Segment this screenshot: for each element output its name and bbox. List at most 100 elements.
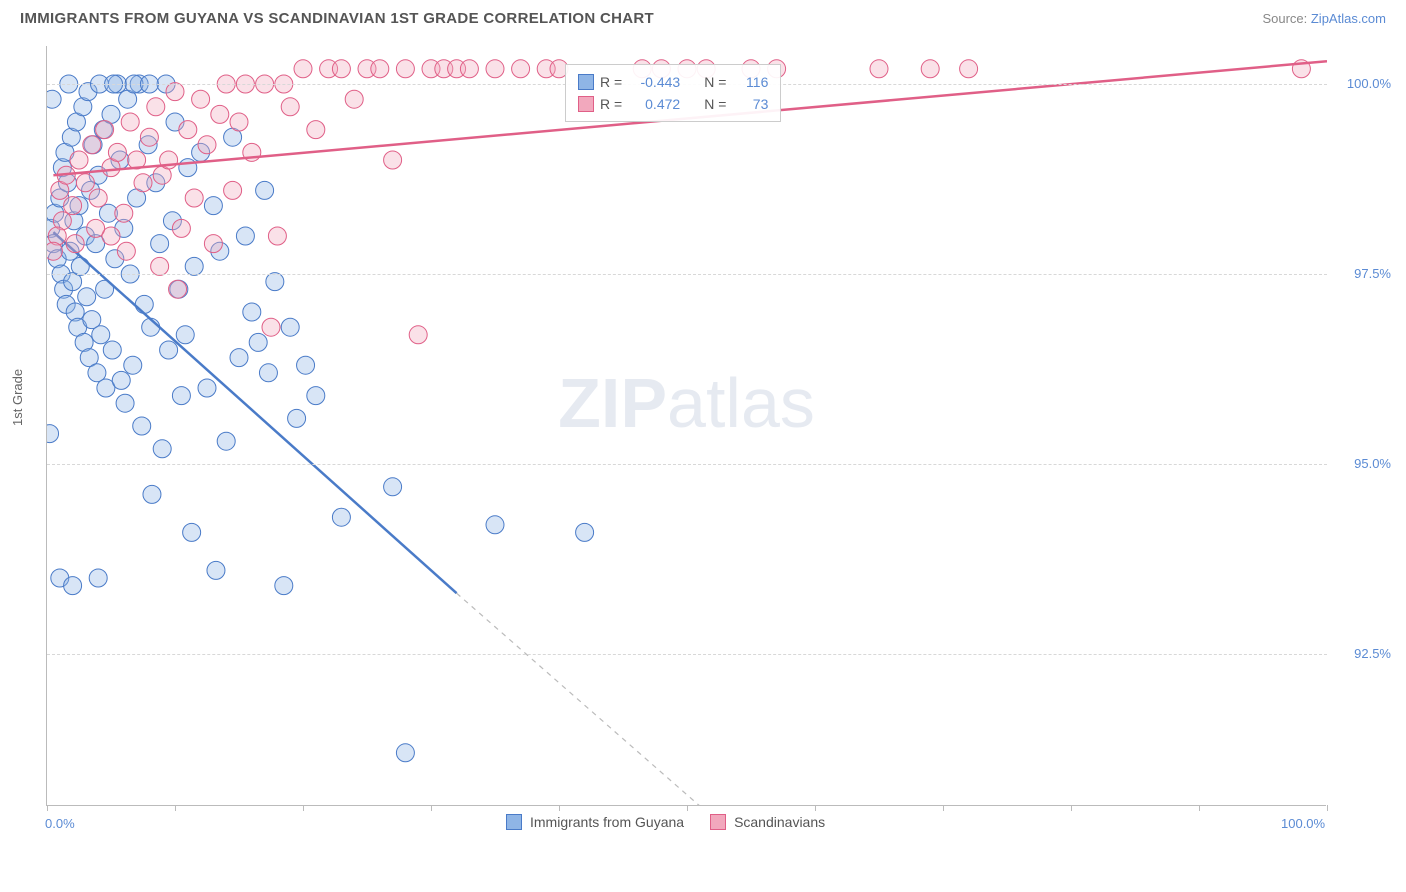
series-legend: Immigrants from GuyanaScandinavians — [506, 814, 825, 830]
data-point — [268, 227, 286, 245]
data-point — [51, 181, 69, 199]
data-point — [576, 523, 594, 541]
data-point — [870, 60, 888, 78]
data-point — [153, 440, 171, 458]
data-point — [297, 356, 315, 374]
data-point — [345, 90, 363, 108]
data-point — [117, 242, 135, 260]
data-point — [460, 60, 478, 78]
legend-label: Immigrants from Guyana — [530, 814, 684, 830]
data-point — [256, 181, 274, 199]
data-point — [320, 60, 338, 78]
data-point — [185, 189, 203, 207]
y-tick-label: 92.5% — [1331, 646, 1391, 661]
data-point — [332, 508, 350, 526]
legend-swatch — [578, 74, 594, 90]
data-point — [89, 569, 107, 587]
header: IMMIGRANTS FROM GUYANA VS SCANDINAVIAN 1… — [0, 0, 1406, 35]
data-point — [396, 60, 414, 78]
data-point — [124, 356, 142, 374]
data-point — [128, 151, 146, 169]
data-point — [249, 333, 267, 351]
data-point — [1292, 60, 1310, 78]
correlation-stats-legend: R =-0.443N =116R =0.472N =73 — [565, 64, 781, 122]
data-point — [47, 242, 62, 260]
data-point — [83, 136, 101, 154]
data-point — [102, 105, 120, 123]
x-tick — [1327, 805, 1328, 811]
data-point — [448, 60, 466, 78]
x-tick — [687, 805, 688, 811]
data-point — [166, 83, 184, 101]
data-point — [115, 219, 133, 237]
data-point — [358, 60, 376, 78]
data-point — [57, 295, 75, 313]
data-point — [78, 288, 96, 306]
data-point — [47, 204, 64, 222]
data-point — [230, 113, 248, 131]
chart-container: 1st Grade ZIPatlas 92.5%95.0%97.5%100.0%… — [46, 46, 1386, 836]
data-point — [57, 166, 75, 184]
data-point — [422, 60, 440, 78]
data-point — [96, 280, 114, 298]
data-point — [116, 394, 134, 412]
data-point — [243, 303, 261, 321]
data-point — [56, 143, 74, 161]
data-point — [102, 159, 120, 177]
data-point — [147, 174, 165, 192]
n-value: 116 — [732, 71, 768, 93]
data-point — [172, 219, 190, 237]
data-point — [53, 212, 71, 230]
data-point — [47, 425, 59, 443]
data-point — [151, 235, 169, 253]
data-point — [80, 349, 98, 367]
r-label: R = — [600, 93, 622, 115]
data-point — [281, 318, 299, 336]
y-tick-label: 95.0% — [1331, 456, 1391, 471]
data-point — [115, 204, 133, 222]
data-point — [207, 561, 225, 579]
data-point — [160, 151, 178, 169]
data-point — [163, 212, 181, 230]
n-label: N = — [704, 71, 726, 93]
data-point — [70, 151, 88, 169]
data-point — [48, 250, 66, 268]
data-point — [96, 121, 114, 139]
data-point — [62, 128, 80, 146]
data-point — [67, 113, 85, 131]
data-point — [259, 364, 277, 382]
data-point — [371, 60, 389, 78]
data-point — [121, 113, 139, 131]
data-point — [76, 227, 94, 245]
data-point — [275, 577, 293, 595]
legend-item: Immigrants from Guyana — [506, 814, 684, 830]
data-point — [486, 516, 504, 534]
x-tick — [559, 805, 560, 811]
data-point — [409, 326, 427, 344]
x-tick — [175, 805, 176, 811]
data-point — [236, 227, 254, 245]
watermark-zip: ZIP — [558, 364, 667, 442]
data-point — [307, 387, 325, 405]
data-point — [51, 569, 69, 587]
n-value: 73 — [732, 93, 768, 115]
data-point — [151, 257, 169, 275]
data-point — [61, 242, 79, 260]
data-point — [384, 151, 402, 169]
data-point — [140, 128, 158, 146]
data-point — [83, 311, 101, 329]
data-point — [192, 90, 210, 108]
data-point — [224, 181, 242, 199]
data-point — [103, 341, 121, 359]
data-point — [69, 318, 87, 336]
data-point — [307, 121, 325, 139]
data-point — [87, 219, 105, 237]
gridline-horizontal — [47, 274, 1327, 275]
data-point — [112, 371, 130, 389]
data-point — [106, 250, 124, 268]
data-point — [179, 159, 197, 177]
scatter-plot-area: ZIPatlas 92.5%95.0%97.5%100.0%0.0%100.0% — [46, 46, 1326, 806]
gridline-horizontal — [47, 654, 1327, 655]
data-point — [82, 181, 100, 199]
source-link[interactable]: ZipAtlas.com — [1311, 11, 1386, 26]
